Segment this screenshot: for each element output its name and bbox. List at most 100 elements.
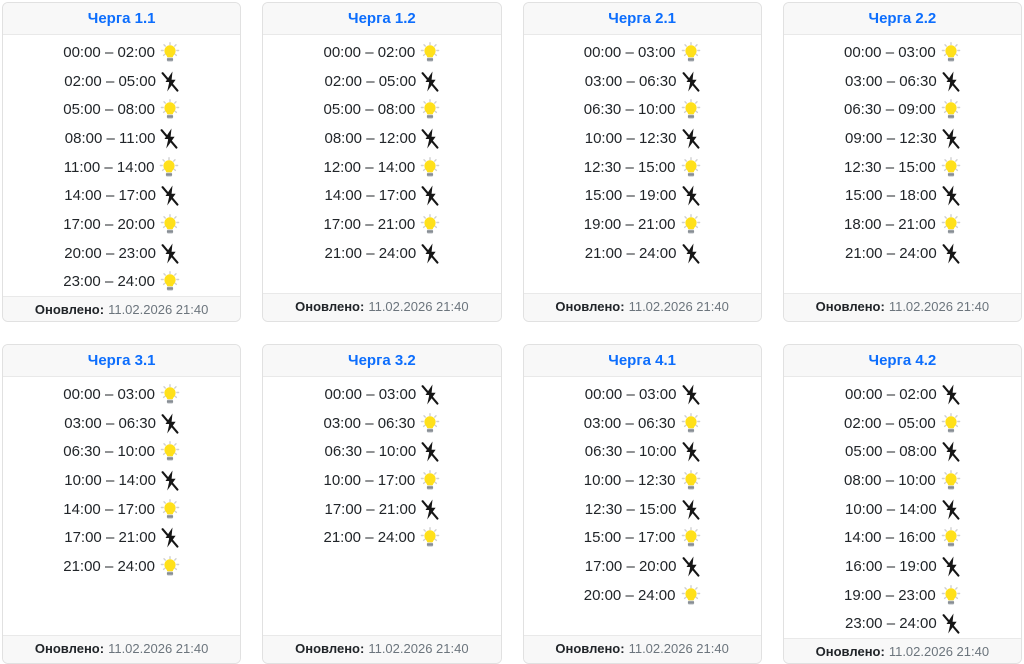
schedule-row: 10:00 – 14:00 xyxy=(3,466,240,495)
updated-label: Оновлено: xyxy=(295,299,365,315)
schedule-row: 14:00 – 17:00 xyxy=(3,181,240,210)
schedule-row: 06:30 – 10:00 xyxy=(3,437,240,466)
time-range: 18:00 – 21:00 xyxy=(843,215,936,233)
card-title[interactable]: Черга 2.2 xyxy=(783,3,1021,35)
card-title[interactable]: Черга 2.1 xyxy=(523,3,761,35)
card-title[interactable]: Черга 4.1 xyxy=(523,345,761,377)
power-off-icon xyxy=(942,384,960,405)
bulb-on-icon xyxy=(159,156,179,178)
schedule-row: 23:00 – 24:00 xyxy=(784,610,1021,639)
time-range: 00:00 – 03:00 xyxy=(63,385,155,403)
time-range: 20:00 – 24:00 xyxy=(583,586,676,604)
updated-value: 11.02.2026 21:40 xyxy=(368,299,469,315)
bulb-on-icon xyxy=(681,99,701,120)
schedule-row: 00:00 – 03:00 xyxy=(524,38,761,67)
schedule-row: 14:00 – 16:00 xyxy=(784,523,1021,552)
schedule-row: 02:00 – 05:00 xyxy=(784,409,1021,438)
schedule-row: 12:30 – 15:00 xyxy=(524,153,761,182)
schedule-row: 08:00 – 10:00 xyxy=(784,466,1021,495)
schedule-row: 20:00 – 24:00 xyxy=(524,581,761,610)
power-off-icon xyxy=(682,71,700,92)
time-range: 14:00 – 17:00 xyxy=(324,187,417,205)
queue-card: Черга 2.1 00:00 – 03:00 03 xyxy=(522,2,762,322)
schedule-row: 21:00 – 24:00 xyxy=(263,523,500,552)
schedule-row: 19:00 – 23:00 xyxy=(784,581,1021,610)
power-off-icon xyxy=(421,499,439,520)
bulb-on-icon xyxy=(941,584,961,606)
time-range: 14:00 – 17:00 xyxy=(63,500,155,518)
updated-label: Оновлено: xyxy=(34,302,105,318)
time-range: 08:00 – 11:00 xyxy=(64,129,156,147)
time-range: 00:00 – 03:00 xyxy=(584,385,677,403)
bulb-on-icon xyxy=(420,156,440,178)
updated-label: Оновлено: xyxy=(815,644,885,660)
card-body: 00:00 – 03:00 03:00 – 06:30 xyxy=(524,377,761,610)
card-footer: Оновлено: 11.02.2026 21:40 xyxy=(263,293,501,321)
power-off-icon xyxy=(421,384,439,405)
time-range: 23:00 – 24:00 xyxy=(63,273,155,291)
queue-card: Черга 1.2 00:00 – 02:00 02 xyxy=(262,2,502,322)
card-footer: Оновлено: 11.02.2026 21:40 xyxy=(523,635,761,663)
bulb-on-icon xyxy=(681,214,701,235)
time-range: 06:30 – 10:00 xyxy=(584,443,677,461)
bulb-on-icon xyxy=(681,156,701,178)
schedule-row: 21:00 – 24:00 xyxy=(784,239,1021,268)
card-title[interactable]: Черга 3.2 xyxy=(263,345,501,377)
time-range: 00:00 – 03:00 xyxy=(583,43,676,61)
time-range: 06:30 – 09:00 xyxy=(843,101,936,119)
updated-label: Оновлено: xyxy=(34,641,105,657)
schedule-row: 05:00 – 08:00 xyxy=(3,95,240,124)
schedule-row: 17:00 – 21:00 xyxy=(263,495,500,524)
schedule-row: 10:00 – 14:00 xyxy=(784,495,1021,524)
bulb-on-icon xyxy=(160,214,180,235)
power-off-icon xyxy=(942,71,960,92)
time-range: 16:00 – 19:00 xyxy=(844,557,937,575)
updated-value: 11.02.2026 21:40 xyxy=(108,641,209,657)
time-range: 12:30 – 15:00 xyxy=(583,158,676,176)
card-title[interactable]: Черга 4.2 xyxy=(783,345,1021,377)
schedule-row: 08:00 – 11:00 xyxy=(3,124,240,153)
card-body: 00:00 – 02:00 02:00 – 05:00 xyxy=(263,35,500,268)
card-title[interactable]: Черга 3.1 xyxy=(3,345,241,377)
time-range: 10:00 – 12:30 xyxy=(583,471,676,489)
power-off-icon xyxy=(682,499,700,520)
schedule-row: 09:00 – 12:30 xyxy=(784,124,1021,153)
updated-value: 11.02.2026 21:40 xyxy=(888,299,990,315)
updated-value: 11.02.2026 21:40 xyxy=(108,302,209,318)
schedule-row: 02:00 – 05:00 xyxy=(3,67,240,96)
time-range: 00:00 – 02:00 xyxy=(63,43,155,61)
schedule-row: 17:00 – 21:00 xyxy=(263,210,500,239)
schedule-row: 03:00 – 06:30 xyxy=(784,67,1021,96)
time-range: 05:00 – 08:00 xyxy=(323,101,416,119)
queue-card: Черга 3.2 00:00 – 03:00 03:00 – 06:30 xyxy=(262,344,502,664)
card-title[interactable]: Черга 1.1 xyxy=(3,3,241,35)
time-range: 00:00 – 03:00 xyxy=(324,385,417,403)
schedule-row: 17:00 – 20:00 xyxy=(3,210,240,239)
power-off-icon xyxy=(421,128,439,149)
card-title[interactable]: Черга 1.2 xyxy=(263,3,501,35)
time-range: 21:00 – 24:00 xyxy=(63,557,155,575)
updated-label: Оновлено: xyxy=(815,299,885,315)
schedule-row: 03:00 – 06:30 xyxy=(524,409,761,438)
time-range: 02:00 – 05:00 xyxy=(64,72,156,90)
bulb-on-icon xyxy=(681,470,701,491)
bulb-on-icon xyxy=(420,412,440,434)
card-body: 00:00 – 03:00 03:00 – 06:30 xyxy=(784,35,1021,268)
schedule-row: 17:00 – 21:00 xyxy=(3,523,240,552)
updated-value: 11.02.2026 21:40 xyxy=(888,644,990,660)
card-body: 00:00 – 02:00 02:00 – 05:00 xyxy=(3,35,240,296)
queue-card: Черга 3.1 00:00 – 03:00 03 xyxy=(2,344,242,664)
time-range: 06:30 – 10:00 xyxy=(583,101,676,119)
power-off-icon xyxy=(682,384,700,405)
schedule-row: 00:00 – 03:00 xyxy=(784,38,1021,67)
power-off-icon xyxy=(161,243,179,264)
schedule-row: 11:00 – 14:00 xyxy=(3,153,240,182)
schedule-row: 10:00 – 12:30 xyxy=(524,466,761,495)
time-range: 12:00 – 14:00 xyxy=(323,158,416,176)
schedule-row: 12:00 – 14:00 xyxy=(263,153,500,182)
queue-card: Черга 4.1 00:00 – 03:00 03:00 – 06:30 xyxy=(522,344,762,664)
time-range: 21:00 – 24:00 xyxy=(323,529,416,547)
time-range: 08:00 – 10:00 xyxy=(843,471,936,489)
bulb-on-icon xyxy=(681,412,701,434)
power-off-icon xyxy=(942,128,960,149)
